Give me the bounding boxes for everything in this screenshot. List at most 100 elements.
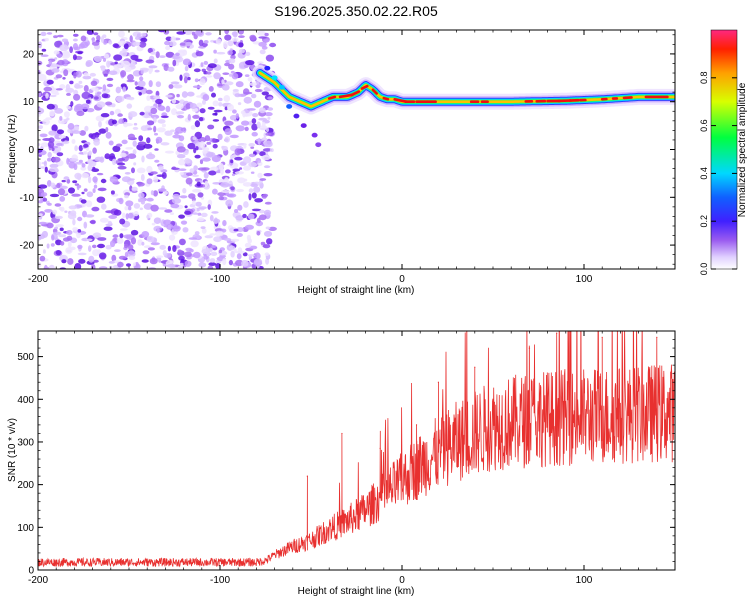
spectrogram-noise-blob [150,107,158,115]
spectrogram-noise-blob [243,96,252,104]
spectrogram-noise-blob [80,41,89,49]
spectrogram-noise-blob [222,258,227,266]
spectrogram-noise-blob [206,151,216,158]
spectrogram-noise-blob [244,224,254,230]
spectrogram-noise-blob [157,207,168,210]
spectrogram-noise-blob [76,173,82,181]
spectrogram-noise-blob [43,266,50,269]
spectrogram-noise-blob [53,35,58,39]
spectrogram-noise-blob [38,125,43,130]
spectrogram-noise-blob [93,32,99,36]
spectrogram-noise-blob [244,242,252,248]
spectrogram-noise-blob [146,178,153,185]
spectrogram-noise-blob [177,249,182,253]
spectrogram-noise-blob [111,119,117,125]
spectrogram-noise-blob [68,187,75,194]
spectrogram-noise-blob [70,101,74,107]
spectrogram-noise-blob [92,147,97,154]
spectrogram-noise-blob [66,157,70,165]
spectrogram-noise-blob [238,48,245,54]
snr-y-tick-label: 100 [17,523,34,534]
spectrogram-noise-blob [63,176,70,180]
spectrogram-noise-blob [94,96,99,100]
spectrogram-noise-blob [261,91,269,96]
spectrogram-noise-blob [55,88,63,91]
spectrogram-noise-blob [248,193,252,201]
spectrogram-noise-blob [85,200,93,208]
spectrogram-noise-blob [185,103,191,110]
spectrogram-noise-blob [72,218,76,226]
spectrogram-noise-blob [108,40,113,45]
spectrogram-noise-blob [123,234,132,239]
snr-x-label: Height of straight line (km) [298,586,415,597]
spectrogram-noise-blob [264,252,270,256]
spectrogram-noise-blob [212,188,218,195]
spectrogram-noise-blob [123,43,129,50]
spectrogram-noise-blob [259,107,266,114]
spectrogram-noise-blob [57,59,65,66]
spectrogram-noise-blob [87,158,94,166]
spectrogram-noise-blob [124,251,129,258]
spectrogram-noise-blob [137,182,145,187]
spectrogram-noise-blob [135,86,144,90]
spectrogram-noise-blob [171,98,177,104]
spectrogram-y-label: Frequency (Hz) [7,115,18,184]
spectrogram-noise-blob [59,84,66,90]
spectrogram-noise-blob [142,250,150,255]
spectrogram-noise-blob [202,94,210,101]
spectrogram-noise-blob [83,72,89,77]
spectrogram-noise-blob [134,81,138,86]
spectrogram-noise-blob [103,53,110,60]
spectrogram-noise-blob [154,159,160,163]
spectrogram-noise-blob [216,170,221,174]
spectrogram-noise-blob [160,142,170,146]
snr-spike-point [528,347,531,349]
spectrogram-noise-blob [99,266,108,269]
spectrogram-noise-blob [247,213,255,220]
spectrogram-noise-blob [98,128,107,134]
spectrogram-noise-blob [133,262,136,267]
spectrogram-noise-blob [207,124,215,130]
spectrogram-noise-blob [206,251,211,257]
spectrogram-noise-blob [141,231,150,238]
spectrogram-noise-blob [66,230,73,235]
spectrogram-noise-blob [66,178,71,184]
spectrogram-noise-blob [54,57,58,60]
spectrogram-noise-blob [251,192,257,199]
spectrogram-noise-blob [224,120,234,126]
spectrogram-noise-blob [178,168,187,171]
spectrogram-noise-blob [57,188,66,196]
spectrogram-noise-blob [73,72,77,79]
spectrogram-noise-blob [105,210,115,214]
spectrogram-noise-blob [165,36,173,42]
spectrogram-noise-blob [73,33,79,37]
spectrogram-noise-blob [234,148,241,156]
spectrogram-noise-blob [259,49,266,55]
spectrogram-noise-blob [167,66,175,72]
spectrogram-noise-blob [60,241,65,246]
spectrogram-noise-blob [108,70,118,76]
spectrogram-noise-blob [99,217,109,223]
spectrogram-y-tick-label: 20 [23,49,35,60]
spectrogram-noise-blob [257,61,264,65]
spectrogram-noise-blob [55,224,64,228]
spectrogram-noise-blob [212,119,220,122]
colorbar: 0.0 0.2 0.4 0.6 0.8 Normalized spectral ampl… [699,29,748,275]
spectrogram-noise-blob [261,194,267,199]
spectrogram-noise-blob [244,126,249,132]
spectrogram-noise-blob [211,211,219,214]
spectrogram-noise-blob [88,245,92,252]
spectrogram-noise-blob [113,64,123,69]
spectrogram-noise-blob [71,139,76,144]
spectrogram-noise-blob [138,41,147,48]
spectrogram-noise-blob [212,138,217,143]
spectrogram-noise-blob [124,172,131,175]
spectrogram-noise-blob [263,39,270,43]
spectrogram-noise-blob [215,230,224,237]
spectrogram-noise-blob [207,265,214,269]
spectrogram-ridge-peak [360,84,369,90]
spectrogram-noise-blob [257,30,267,36]
spectrogram-noise-blob [158,105,166,111]
spectrogram-noise-blob [223,95,231,102]
